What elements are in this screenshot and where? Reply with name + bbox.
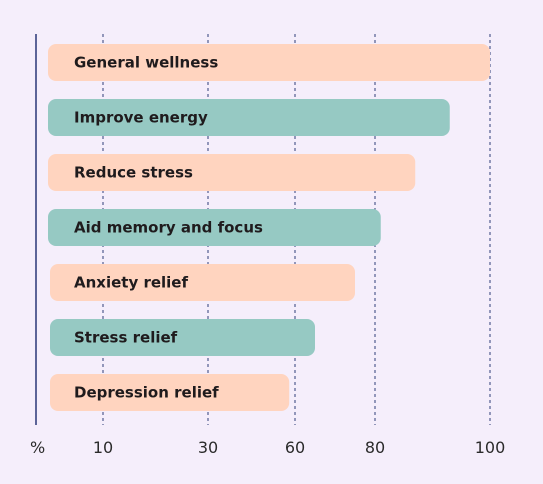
grid-layer — [102, 34, 491, 425]
x-tick-label: 10 — [93, 438, 113, 457]
x-tick-label: 100 — [475, 438, 506, 457]
bar — [50, 264, 355, 301]
bar — [50, 319, 315, 356]
bar-label: Depression relief — [74, 384, 219, 402]
bar-label: Reduce stress — [74, 164, 193, 182]
x-tick-label: 60 — [285, 438, 305, 457]
bar — [48, 44, 490, 81]
bar-label: Stress relief — [74, 329, 178, 347]
x-tick-label: 30 — [198, 438, 218, 457]
bar — [50, 374, 290, 411]
bar — [48, 154, 416, 191]
labels-layer: General wellness Improve energy Reduce str… — [74, 54, 263, 402]
x-tick-label: 80 — [365, 438, 385, 457]
bar — [48, 99, 450, 136]
bar-label: Anxiety relief — [74, 274, 188, 292]
x-axis-unit-label: % — [30, 438, 45, 457]
bar-label: Aid memory and focus — [74, 219, 263, 237]
bar — [48, 209, 381, 246]
bar-label: General wellness — [74, 54, 218, 72]
ticks-layer: 10 30 60 80 100 — [93, 438, 505, 457]
bars-layer — [48, 44, 490, 411]
bar-label: Improve energy — [74, 109, 208, 127]
